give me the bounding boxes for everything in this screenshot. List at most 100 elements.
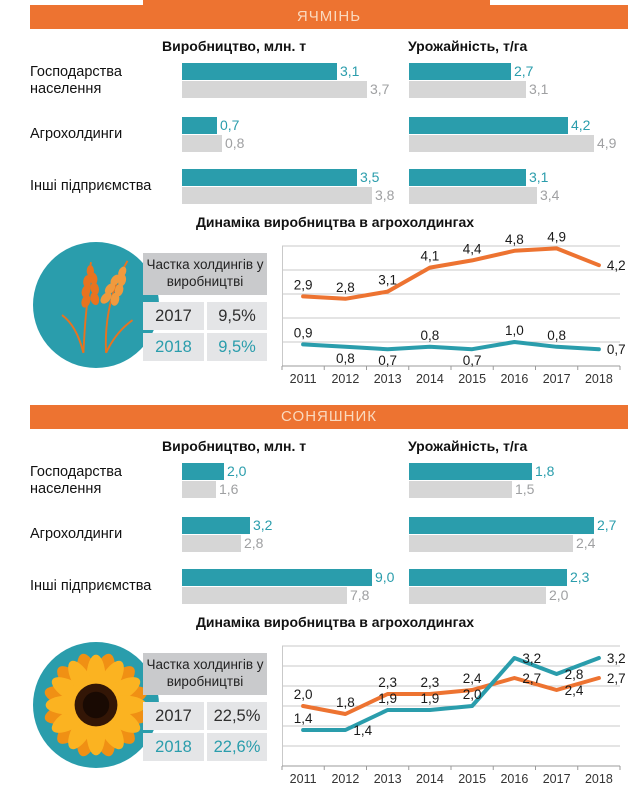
bar-value: 3,2: [253, 517, 273, 533]
data-label: 1,0: [505, 323, 524, 338]
dynamics-title: Динаміка виробництва в агрохолдингах: [195, 614, 475, 630]
bar-teal: [409, 517, 594, 534]
line-series-orange: [301, 246, 601, 301]
bar-teal: [182, 169, 357, 186]
data-label: 4,1: [420, 249, 439, 264]
line-series-teal: [301, 340, 601, 352]
section-header: ЯЧМІНЬ: [30, 5, 628, 29]
share-value: 9,5%: [207, 333, 267, 361]
category-row: Інші підприємства 9,0 7,8 2,3 2,0: [0, 568, 628, 605]
bar-gray: [182, 135, 222, 152]
category-label: Агрохолдинги: [30, 526, 123, 542]
share-table-header: Частка холдингів у виробництві: [143, 653, 267, 695]
data-label: 2,3: [378, 675, 397, 690]
x-axis-label: 2011: [290, 772, 317, 786]
column-header-yield: Урожайність, т/га: [408, 38, 528, 54]
x-axis-label: 2016: [500, 772, 528, 786]
bar-value: 1,6: [219, 481, 239, 497]
data-label: 4,8: [505, 232, 524, 247]
bar-teal: [182, 569, 372, 586]
x-axis-label: 2013: [374, 772, 402, 786]
bar-teal: [182, 463, 224, 480]
data-label: 0,8: [336, 351, 355, 366]
data-label: 3,2: [607, 651, 626, 666]
bar-gray: [409, 587, 546, 604]
category-label: Інші підприємства: [30, 578, 152, 594]
line-series-orange: [301, 676, 601, 716]
bar-gray: [182, 535, 241, 552]
x-axis-label: 2014: [416, 372, 444, 386]
category-label: Господарства населення: [30, 463, 122, 497]
data-label: 1,4: [353, 723, 372, 738]
line-series-teal: [301, 656, 601, 732]
x-axis-label: 2015: [458, 772, 486, 786]
data-label: 2,7: [607, 671, 626, 686]
share-table-row: 2017 9,5%: [143, 302, 267, 330]
bar-value: 9,0: [375, 569, 395, 585]
category-row: Господарства населення 2,0 1,6 1,8 1,5: [0, 462, 628, 499]
share-table-row: 2018 9,5%: [143, 333, 267, 361]
data-label: 0,9: [294, 325, 313, 340]
sunflower-icon: [44, 653, 148, 757]
data-label: 0,7: [378, 353, 397, 368]
bar-teal: [409, 117, 568, 134]
x-axis-label: 2017: [543, 772, 571, 786]
data-label: 1,9: [378, 691, 397, 706]
bar-value: 2,4: [576, 535, 596, 551]
category-row: Агрохолдинги 3,2 2,8 2,7 2,4: [0, 516, 628, 553]
bar-value: 3,8: [375, 187, 395, 203]
data-label: 1,8: [336, 695, 355, 710]
x-axis-label: 2016: [500, 372, 528, 386]
share-year: 2017: [143, 702, 204, 730]
bar-gray: [409, 535, 573, 552]
column-header-production: Виробництво, млн. т: [162, 438, 307, 454]
x-axis-label: 2017: [543, 372, 571, 386]
bar-gray: [409, 81, 526, 98]
bar-gray: [409, 481, 512, 498]
bar-gray: [182, 187, 372, 204]
data-label: 0,7: [463, 353, 482, 368]
bar-value: 1,8: [535, 463, 555, 479]
share-table-row: 2018 22,6%: [143, 733, 267, 761]
bar-gray: [182, 481, 216, 498]
x-axis-label: 2018: [585, 372, 613, 386]
section-sunflower: СОНЯШНИК Виробництво, млн. т Урожайність…: [0, 400, 628, 800]
data-label: 4,4: [463, 241, 482, 256]
data-label: 0,7: [607, 342, 626, 357]
bar-value: 3,1: [529, 81, 549, 97]
bar-value: 4,2: [571, 117, 591, 133]
x-axis-label: 2018: [585, 772, 613, 786]
data-label: 0,8: [547, 328, 566, 343]
top-strip: [143, 0, 490, 5]
data-label: 2,3: [420, 675, 439, 690]
bar-value: 3,1: [340, 63, 360, 79]
dynamics-line-chart: 2011 2012 2013 2014 2015 2016 2017 2018 2,0 1,8 2,…: [281, 645, 626, 786]
share-table-header: Частка холдингів у виробництві: [143, 253, 267, 295]
data-label: 4,9: [547, 229, 566, 244]
bar-value: 1,5: [515, 481, 535, 497]
category-row: Агрохолдинги 0,7 0,8 4,2 4,9: [0, 116, 628, 153]
category-label: Господарства населення: [30, 63, 122, 97]
bar-value: 3,4: [540, 187, 560, 203]
bar-gray: [409, 135, 594, 152]
x-axis-label: 2011: [290, 372, 317, 386]
share-value: 22,5%: [207, 702, 267, 730]
bar-value: 0,8: [225, 135, 245, 151]
dynamics-title: Динаміка виробництва в агрохолдингах: [195, 214, 475, 230]
bar-value: 4,9: [597, 135, 617, 151]
section-title: СОНЯШНИК: [281, 408, 377, 425]
bar-value: 0,7: [220, 117, 240, 133]
x-axis-label: 2012: [331, 372, 359, 386]
share-year: 2018: [143, 733, 204, 761]
bar-teal: [182, 517, 250, 534]
wheat-icon: [61, 260, 134, 354]
category-row: Господарства населення 3,1 3,7 2,7 3,1: [0, 62, 628, 99]
data-label: 1,4: [294, 711, 313, 726]
share-year: 2018: [143, 333, 204, 361]
data-label: 2,0: [294, 687, 313, 702]
x-axis-label: 2012: [331, 772, 359, 786]
x-axis-label: 2013: [374, 372, 402, 386]
x-axis-label: 2015: [458, 372, 486, 386]
data-label: 0,8: [420, 328, 439, 343]
